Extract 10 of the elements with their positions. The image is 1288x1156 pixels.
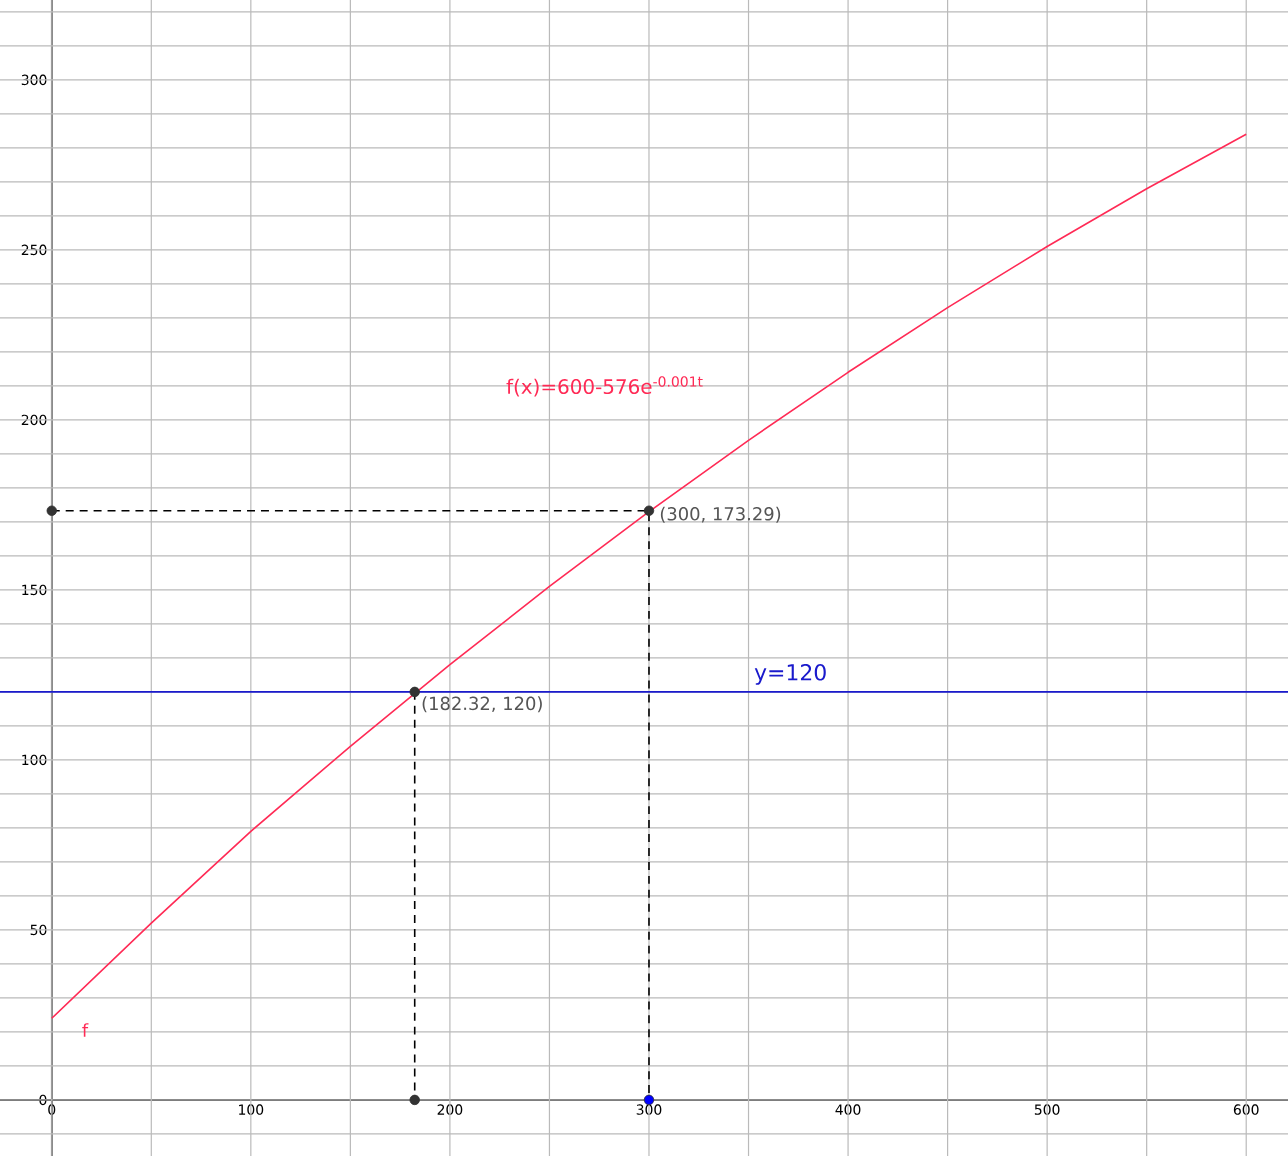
- point: [46, 505, 57, 516]
- point: [643, 505, 655, 516]
- annotation: f: [82, 1023, 89, 1037]
- point: [409, 686, 420, 698]
- annotation: (182.32, 120): [422, 696, 542, 713]
- ref-line-label: y=120: [754, 664, 826, 685]
- line-series: [50, 133, 1248, 1020]
- annotation: f(x)=600-576e$^{-0.001t}$: [506, 376, 703, 397]
- point: [409, 1094, 420, 1106]
- annotation: (300, 173.29): [660, 506, 781, 523]
